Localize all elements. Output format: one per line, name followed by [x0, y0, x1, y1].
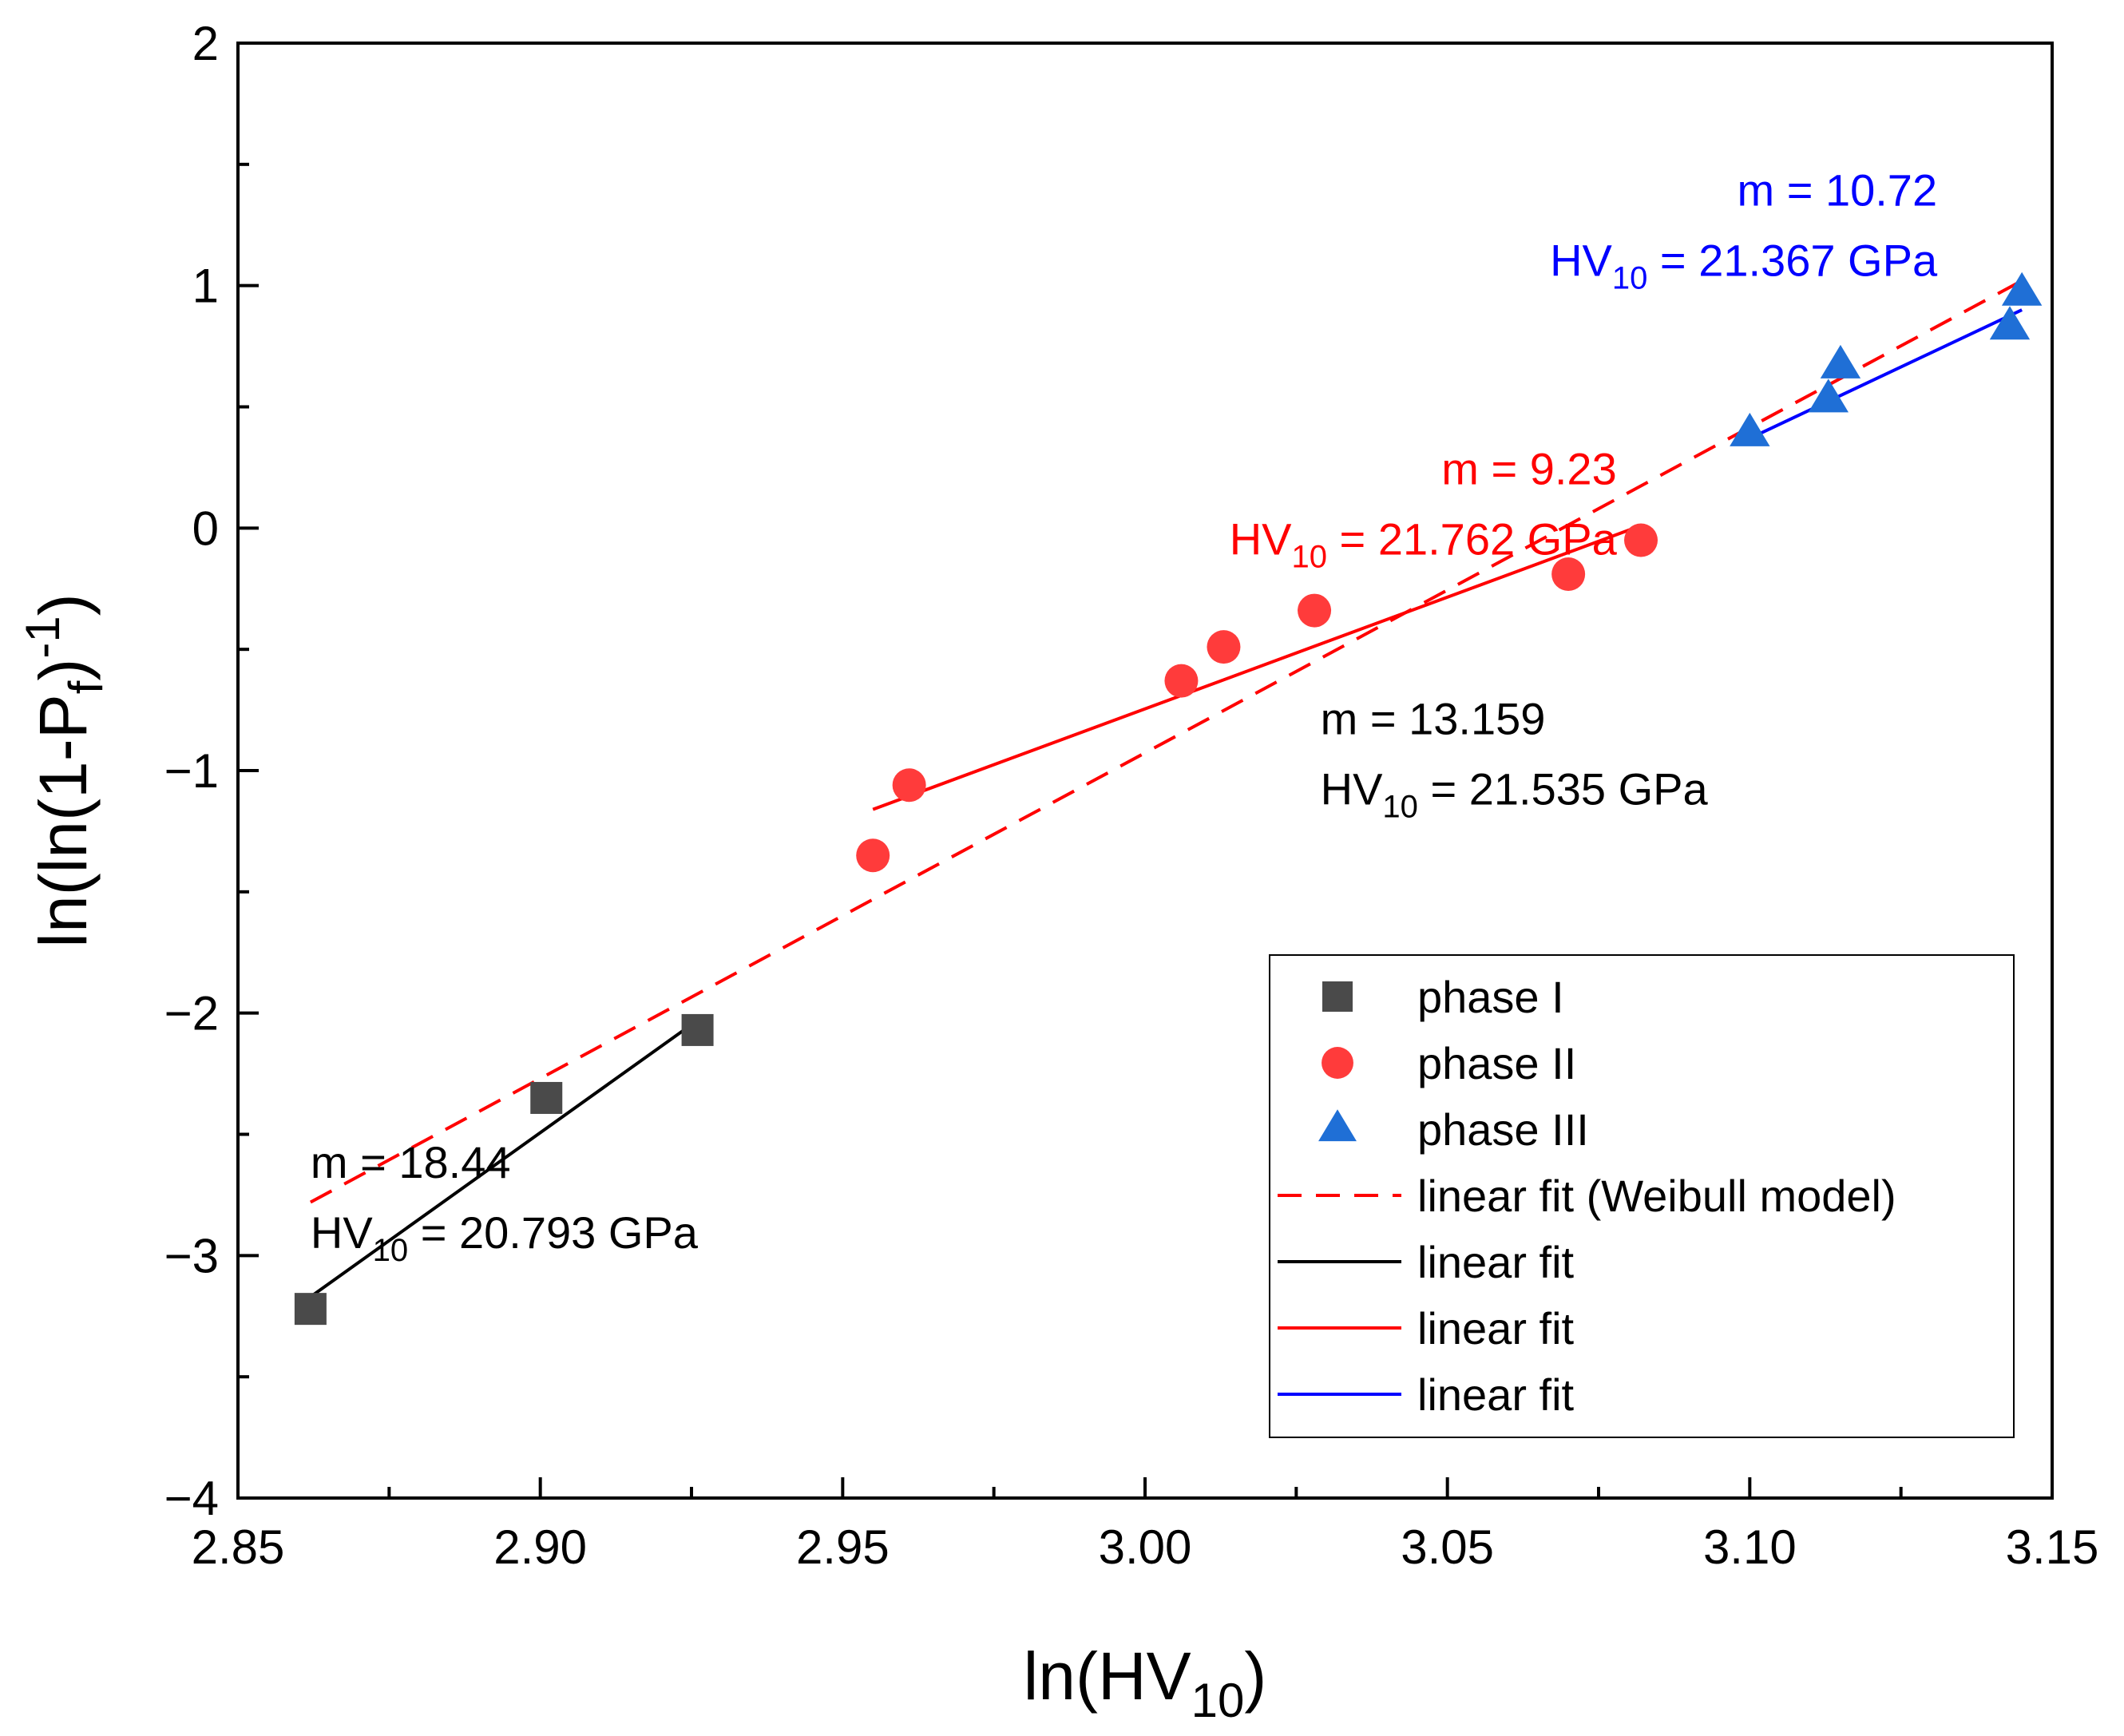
y-tick-label: 0 [192, 501, 219, 555]
fit-line-6 [1749, 308, 2023, 440]
annotation-hv-sub: 10 [1292, 540, 1328, 575]
legend-symbol-triangle [1318, 1109, 1357, 1142]
data-point-circle [1551, 557, 1586, 592]
data-point-square [681, 1013, 714, 1046]
legend-symbol-square [1322, 981, 1353, 1012]
annotation-hv-prefix: HV [1230, 514, 1292, 565]
plot-frame [236, 42, 2054, 1500]
data-point-triangle [1989, 306, 2031, 340]
data-point-circle [1298, 593, 1332, 628]
annotation-hv-value: = 20.793 GPa [408, 1207, 699, 1258]
data-point-circle [856, 838, 890, 873]
y-tick-label: −3 [164, 1229, 219, 1282]
x-tick-label: 3.15 [2006, 1520, 2099, 1574]
annotation-hv-sub: 10 [1612, 260, 1648, 295]
data-point-square [530, 1081, 563, 1114]
legend-label: linear fit [1417, 1303, 1575, 1354]
annotation-m: m = 18.44 [311, 1137, 511, 1187]
legend: phase I phase II phase III linear fit (Weib… [1269, 954, 2015, 1438]
data-point-triangle [1730, 412, 1770, 446]
annotation-hv-prefix: HV [311, 1207, 373, 1258]
data-point-triangle [1808, 379, 1849, 413]
data-point-circle [892, 768, 926, 803]
y-tick-label: 1 [192, 260, 219, 313]
annotation-hv-value: = 21.367 GPa [1647, 235, 1938, 285]
legend-label: phase II [1417, 1038, 1576, 1088]
x-tick-label: 3.10 [1703, 1520, 1797, 1574]
legend-label: phase I [1417, 972, 1564, 1022]
annotation-hv-value: = 21.762 GPa [1327, 514, 1618, 565]
legend-symbol-circle [1322, 1047, 1353, 1079]
annotation-hv-sub: 10 [1382, 789, 1418, 824]
fit-lines [309, 279, 2023, 1298]
x-tick-label: 3.05 [1401, 1520, 1494, 1574]
fit-line-3 [309, 279, 2023, 1204]
y-tick-label: −2 [164, 987, 219, 1040]
annotation-m: m = 10.72 [1737, 164, 1937, 215]
data-point-circle [1207, 630, 1241, 664]
annotation-hv-prefix: HV [1550, 235, 1612, 285]
annotation-m: m = 13.159 [1321, 693, 1546, 743]
legend-label: linear fit [1417, 1237, 1575, 1287]
data-points [294, 271, 2043, 1326]
x-axis-title: ln(HV10) [1024, 1639, 1267, 1727]
annotation-hv-sub: 10 [373, 1233, 409, 1268]
annotation-hv: HV10 = 20.793 GPa [311, 1207, 699, 1268]
fit-line-5 [872, 524, 1642, 811]
annotation-hv-prefix: HV [1321, 763, 1383, 814]
fit-line-4 [309, 1019, 699, 1298]
y-tick-label: −4 [164, 1472, 219, 1525]
data-point-circle [1624, 523, 1658, 557]
annotation-hv: HV10 = 21.367 GPa [1550, 235, 1938, 295]
data-point-square [294, 1293, 327, 1326]
x-tick-label: 2.85 [192, 1520, 285, 1574]
y-axis-title: ln(ln(1-Pf)-1) [16, 593, 113, 947]
x-tick-label: 3.00 [1099, 1520, 1192, 1574]
annotation-m: m = 9.23 [1441, 444, 1616, 494]
y-tick-label: −1 [164, 744, 219, 798]
annotation-hv-value: = 21.535 GPa [1418, 763, 1709, 814]
data-point-triangle [1820, 344, 1861, 379]
legend-label: linear fit (Weibull model) [1417, 1171, 1896, 1221]
annotation-hv: HV10 = 21.762 GPa [1230, 514, 1618, 575]
legend-label: phase III [1417, 1104, 1589, 1155]
y-tick-label: 2 [192, 17, 219, 70]
x-tick-label: 2.90 [493, 1520, 587, 1574]
legend-label: linear fit [1417, 1369, 1575, 1420]
annotation-hv: HV10 = 21.535 GPa [1321, 763, 1709, 824]
data-point-circle [1164, 664, 1199, 698]
data-point-triangle [2001, 271, 2043, 306]
x-tick-label: 2.95 [796, 1520, 890, 1574]
